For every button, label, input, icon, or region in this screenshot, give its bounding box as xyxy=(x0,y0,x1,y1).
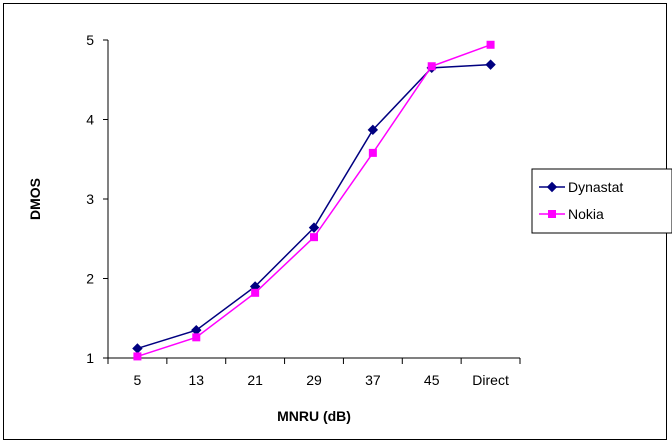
y-ticks: 1 2 3 4 5 xyxy=(86,32,108,366)
y-tick-label: 5 xyxy=(86,32,94,48)
data-point xyxy=(133,352,142,361)
data-point xyxy=(192,333,201,342)
data-point xyxy=(308,222,320,233)
legend: Dynastat Nokia xyxy=(531,168,672,234)
legend-box xyxy=(531,168,672,234)
series-dynastat xyxy=(132,59,496,354)
legend-marker xyxy=(548,210,556,218)
series-line xyxy=(137,63,491,350)
x-tick-label: 13 xyxy=(188,372,204,388)
legend-label: Nokia xyxy=(568,206,604,222)
legend-item-nokia: Nokia xyxy=(539,206,604,222)
data-point xyxy=(310,233,318,242)
x-tick-label: 5 xyxy=(134,372,142,388)
data-point xyxy=(251,288,260,297)
legend-label: Dynastat xyxy=(568,179,623,195)
y-tick-label: 4 xyxy=(86,112,94,128)
x-tick-label: 37 xyxy=(365,372,381,388)
data-point xyxy=(132,343,143,354)
y-axis-title: DMOS xyxy=(27,178,43,220)
data-point xyxy=(368,148,377,157)
y-tick-label: 2 xyxy=(86,271,94,287)
legend-marker xyxy=(546,181,558,193)
data-point xyxy=(367,124,379,136)
axes xyxy=(107,40,520,359)
series-layer xyxy=(132,40,496,361)
x-tick-label: Direct xyxy=(472,372,509,388)
x-tick-label: 45 xyxy=(424,372,440,388)
x-ticks: 5 13 21 29 37 45 Direct xyxy=(107,358,521,388)
series-nokia xyxy=(133,40,495,361)
data-point xyxy=(486,40,495,49)
x-tick-label: 29 xyxy=(306,372,322,388)
x-tick-label: 21 xyxy=(247,372,263,388)
y-tick-label: 1 xyxy=(86,350,94,366)
series-line xyxy=(137,44,491,358)
legend-item-dynastat: Dynastat xyxy=(539,179,623,195)
y-tick-label: 3 xyxy=(86,191,94,207)
data-point xyxy=(485,59,496,70)
x-axis-title: MNRU (dB) xyxy=(277,408,351,424)
data-point xyxy=(427,62,436,71)
